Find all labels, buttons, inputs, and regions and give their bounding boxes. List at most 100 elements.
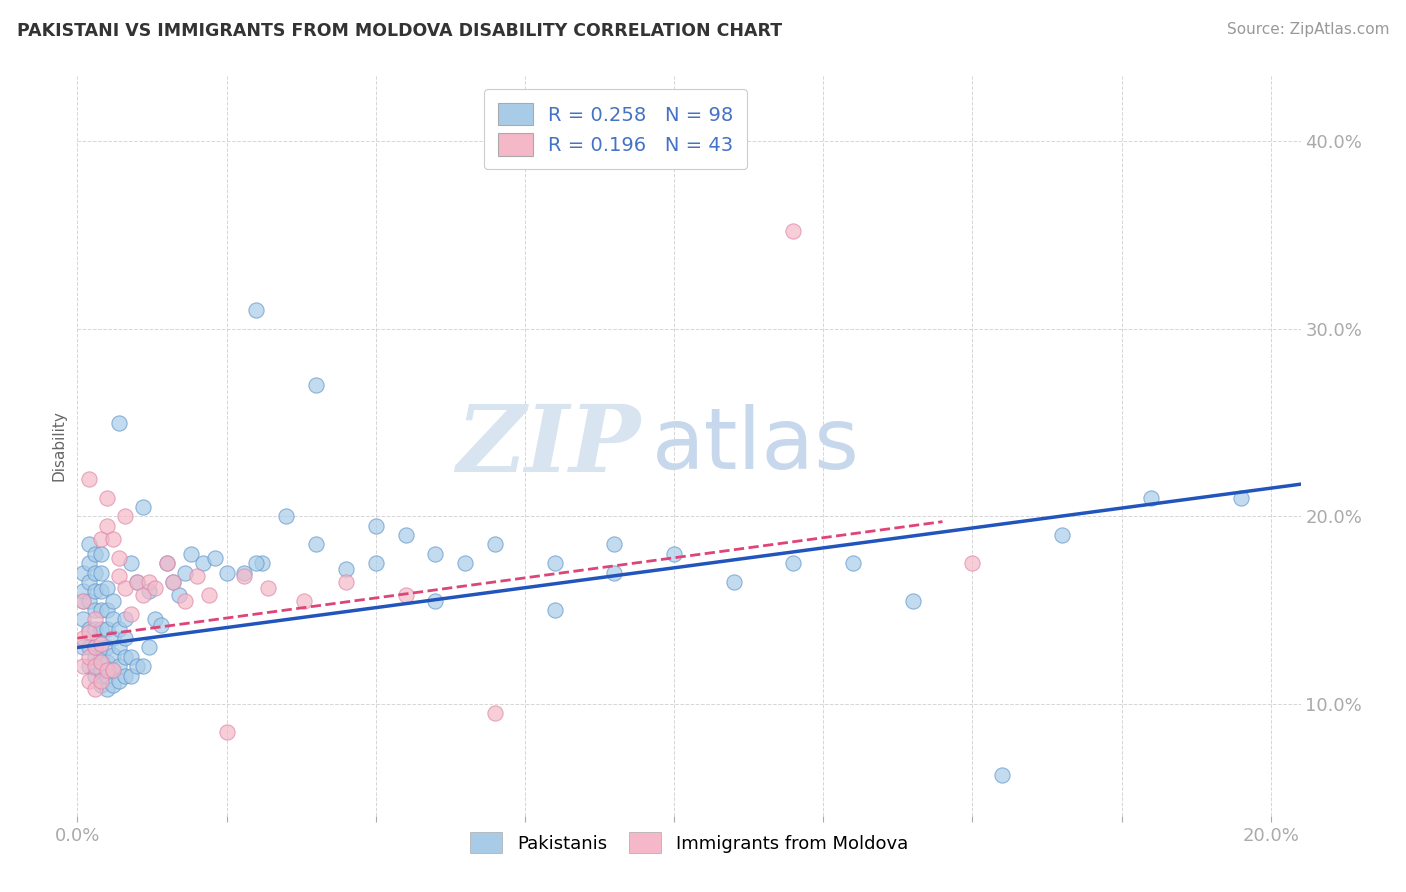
Point xyxy=(84,640,107,655)
Point xyxy=(90,656,112,670)
Point xyxy=(84,603,107,617)
Point xyxy=(96,603,118,617)
Point xyxy=(108,569,131,583)
Point xyxy=(186,569,208,583)
Point xyxy=(197,588,219,602)
Text: Source: ZipAtlas.com: Source: ZipAtlas.com xyxy=(1226,22,1389,37)
Point xyxy=(77,649,100,664)
Point xyxy=(603,566,626,580)
Point xyxy=(114,631,136,645)
Point xyxy=(962,556,984,570)
Point xyxy=(394,528,416,542)
Point xyxy=(125,659,148,673)
Point xyxy=(77,472,100,486)
Point xyxy=(90,547,112,561)
Point xyxy=(108,550,131,565)
Point xyxy=(167,588,190,602)
Point xyxy=(84,659,107,673)
Point xyxy=(215,724,238,739)
Point xyxy=(138,584,160,599)
Point xyxy=(120,668,142,682)
Point xyxy=(149,618,172,632)
Point xyxy=(180,547,202,561)
Point xyxy=(305,378,328,392)
Point xyxy=(90,678,112,692)
Point xyxy=(96,518,118,533)
Point xyxy=(72,640,94,655)
Point xyxy=(132,588,155,602)
Point xyxy=(173,593,195,607)
Legend: Pakistanis, Immigrants from Moldova: Pakistanis, Immigrants from Moldova xyxy=(463,825,915,861)
Point xyxy=(101,663,124,677)
Point xyxy=(90,637,112,651)
Point xyxy=(101,631,124,645)
Point xyxy=(454,556,477,570)
Point xyxy=(723,574,745,589)
Point xyxy=(245,556,267,570)
Point xyxy=(120,556,142,570)
Point xyxy=(138,640,160,655)
Point xyxy=(162,574,184,589)
Point xyxy=(132,659,155,673)
Point xyxy=(96,581,118,595)
Point xyxy=(305,537,328,551)
Point xyxy=(101,648,124,662)
Point xyxy=(84,566,107,580)
Point xyxy=(132,500,155,514)
Point xyxy=(84,681,107,696)
Point xyxy=(84,640,107,655)
Point xyxy=(90,649,112,664)
Point xyxy=(233,566,256,580)
Point xyxy=(1140,491,1163,505)
Point xyxy=(191,556,214,570)
Point xyxy=(77,593,100,607)
Point xyxy=(108,416,131,430)
Point xyxy=(125,574,148,589)
Point xyxy=(1050,528,1073,542)
Point xyxy=(77,640,100,655)
Point xyxy=(90,622,112,636)
Point xyxy=(72,584,94,599)
Point xyxy=(292,593,315,607)
Point xyxy=(120,649,142,664)
Point xyxy=(335,562,357,576)
Point xyxy=(90,584,112,599)
Point xyxy=(108,640,131,655)
Point xyxy=(90,637,112,651)
Point xyxy=(77,556,100,570)
Point xyxy=(173,566,195,580)
Point xyxy=(96,656,118,670)
Point xyxy=(252,556,274,570)
Point xyxy=(484,706,506,720)
Point xyxy=(425,593,447,607)
Point xyxy=(77,659,100,673)
Point xyxy=(162,574,184,589)
Point xyxy=(1230,491,1253,505)
Point xyxy=(335,574,357,589)
Point xyxy=(364,556,387,570)
Point xyxy=(114,509,136,524)
Point xyxy=(77,574,100,589)
Point xyxy=(96,681,118,696)
Point xyxy=(114,668,136,682)
Point xyxy=(90,532,112,546)
Point xyxy=(72,659,94,673)
Point xyxy=(125,574,148,589)
Point xyxy=(544,556,567,570)
Point xyxy=(204,550,226,565)
Point xyxy=(90,603,112,617)
Text: PAKISTANI VS IMMIGRANTS FROM MOLDOVA DISABILITY CORRELATION CHART: PAKISTANI VS IMMIGRANTS FROM MOLDOVA DIS… xyxy=(17,22,782,40)
Point xyxy=(101,612,124,626)
Point xyxy=(84,612,107,626)
Text: atlas: atlas xyxy=(652,404,860,488)
Point xyxy=(114,581,136,595)
Point xyxy=(603,537,626,551)
Point xyxy=(108,659,131,673)
Point xyxy=(156,556,179,570)
Point xyxy=(90,566,112,580)
Point xyxy=(96,491,118,505)
Point xyxy=(77,537,100,551)
Point xyxy=(96,663,118,677)
Point xyxy=(215,566,238,580)
Point xyxy=(96,622,118,636)
